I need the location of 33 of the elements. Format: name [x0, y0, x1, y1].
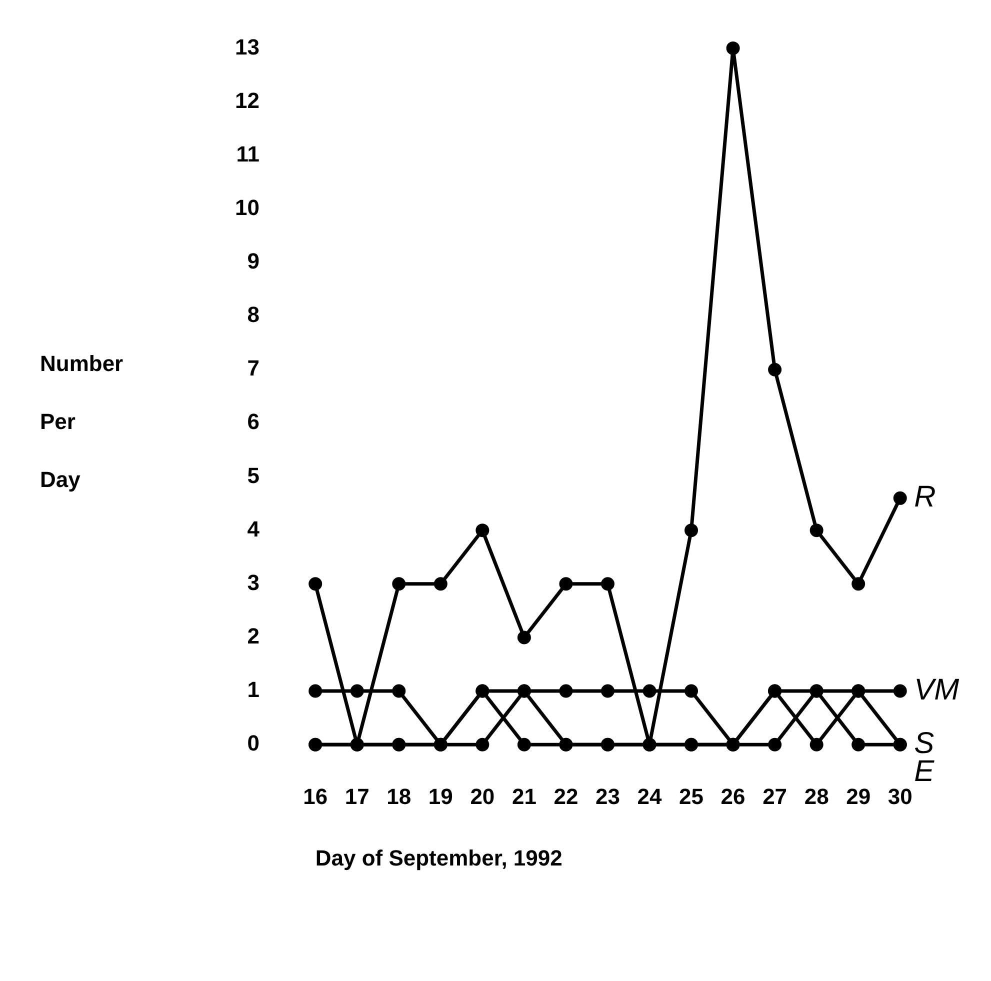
x-tick-label: 24	[637, 784, 662, 809]
x-tick-label: 16	[303, 784, 328, 809]
x-tick-label: 23	[595, 784, 620, 809]
y-tick-label: 8	[247, 302, 260, 328]
x-tick-label: 26	[720, 784, 746, 809]
y-tick-label: 5	[247, 462, 260, 488]
y-tick-label: 12	[234, 88, 260, 113]
x-tick-label: 19	[428, 784, 453, 809]
x-axis-title: Day of September, 1992	[315, 846, 562, 871]
series-label: VM	[914, 673, 960, 706]
x-tick-label: 29	[846, 784, 871, 809]
y-tick-label: 4	[247, 516, 260, 542]
y-tick-label: 11	[236, 141, 260, 166]
x-tick-label: 22	[554, 784, 578, 809]
y-tick-label: 1	[247, 677, 260, 702]
x-tick-label: 20	[470, 784, 495, 809]
x-tick-label: 18	[386, 784, 412, 809]
x-tick-label: 25	[679, 784, 704, 809]
y-tick-label: 6	[247, 409, 260, 434]
x-tick-label: 28	[804, 784, 829, 809]
y-tick-label: 9	[247, 248, 260, 274]
x-tick-label: 27	[762, 784, 788, 809]
x-tick-label: 21	[512, 784, 536, 809]
text: Number Per Day	[40, 351, 124, 492]
x-tick-label: 17	[344, 784, 370, 809]
y-tick-label: 13	[234, 34, 260, 60]
x-tick-label: 30	[888, 784, 912, 809]
y-tick-label: 3	[247, 570, 260, 595]
y-tick-label: 0	[247, 730, 260, 756]
y-tick-label: 7	[247, 356, 260, 381]
y-tick-label: 2	[247, 624, 260, 649]
series-label: R	[914, 480, 936, 514]
y-tick-label: 10	[234, 194, 260, 220]
